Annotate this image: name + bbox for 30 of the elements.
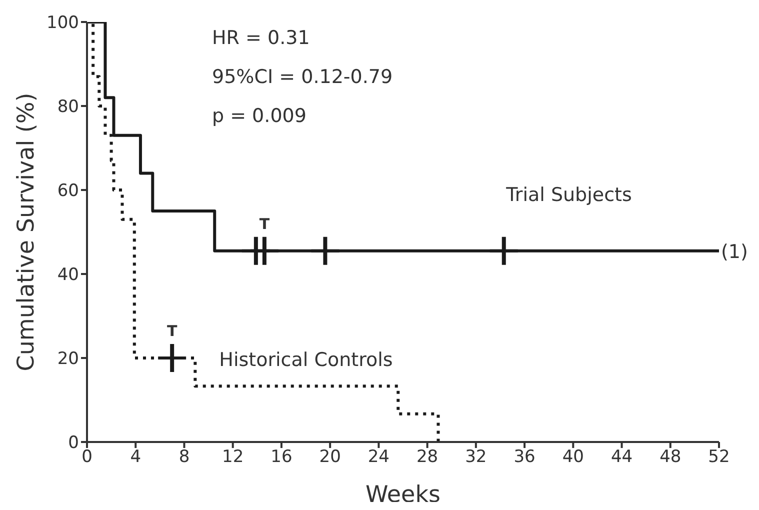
annotation: (1): [721, 240, 748, 263]
annotation: p = 0.009: [212, 105, 306, 127]
x-tick-label: 44: [610, 447, 633, 468]
annotation: HR = 0.31: [212, 27, 310, 49]
y-tick-label: 60: [57, 181, 79, 202]
annotation: T: [166, 322, 178, 340]
x-tick-label: 32: [465, 447, 487, 468]
annotation: 95%CI = 0.12-0.79: [212, 66, 393, 88]
x-tick-label: 28: [416, 447, 438, 468]
x-tick-label: 40: [562, 447, 584, 468]
x-tick-label: 8: [178, 447, 190, 468]
y-axis-title: Cumulative Survival (%): [14, 92, 40, 372]
annotation: T: [259, 214, 270, 233]
x-tick-label: 48: [660, 447, 682, 468]
y-tick-label: 40: [57, 265, 79, 286]
y-tick-label: 20: [57, 349, 79, 370]
text: Trial Subjects: [505, 184, 632, 206]
x-tick-label: 24: [368, 447, 390, 468]
x-tick-label: 16: [270, 447, 292, 468]
x-tick-label: 52: [708, 447, 730, 468]
x-tick-label: 4: [130, 447, 142, 468]
y-tick-label: 0: [68, 433, 79, 454]
x-tick-label: 36: [514, 447, 536, 468]
y-tick-label: 80: [57, 97, 79, 118]
x-tick-label: 20: [319, 447, 341, 468]
y-tick-label: 100: [46, 13, 79, 34]
x-tick-label: 12: [222, 447, 244, 468]
series-label: Historical Controls: [219, 349, 393, 371]
x-tick-label: 0: [82, 447, 92, 468]
x-axis-title: Weeks: [366, 482, 440, 508]
